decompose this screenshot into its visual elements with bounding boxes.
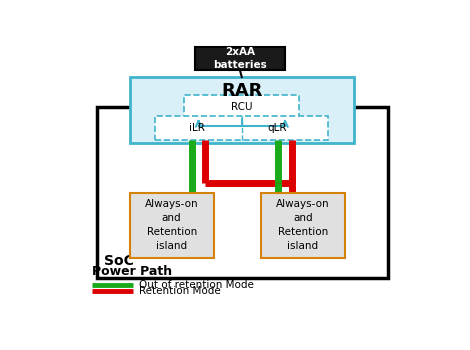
Text: Always-on
and
Retention
island: Always-on and Retention island — [145, 199, 198, 251]
Bar — [155, 116, 328, 140]
Text: Always-on
and
Retention
island: Always-on and Retention island — [276, 199, 329, 251]
Text: RAR: RAR — [221, 82, 262, 100]
Bar — [196, 47, 284, 70]
Bar — [184, 94, 299, 119]
Text: qLR: qLR — [267, 123, 287, 133]
Text: iLR: iLR — [189, 123, 205, 133]
Text: SoC: SoC — [104, 254, 134, 268]
Text: RCU: RCU — [231, 102, 252, 112]
Bar — [97, 107, 388, 278]
Text: Power Path: Power Path — [92, 265, 172, 278]
Bar — [130, 77, 354, 143]
Text: 2xAA
batteries: 2xAA batteries — [213, 47, 267, 70]
Bar — [130, 193, 213, 258]
Bar — [261, 193, 345, 258]
Text: Retention Mode: Retention Mode — [139, 286, 220, 296]
Text: Out of retention Mode: Out of retention Mode — [139, 280, 254, 290]
